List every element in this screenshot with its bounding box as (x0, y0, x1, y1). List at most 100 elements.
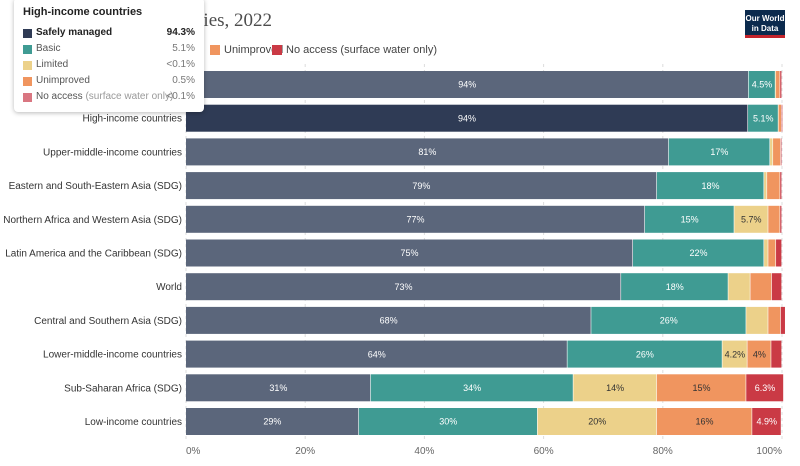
x-tick-label: 60% (534, 446, 554, 457)
bar-segment-limited (734, 205, 768, 233)
bar-segment-basic (567, 340, 722, 368)
bar-segment-no-access-surface-water-only (771, 340, 782, 368)
row-label-lower-middle-income-countries: Lower-middle-income countries (43, 350, 182, 361)
bar-segment-safely-managed (186, 408, 359, 435)
tooltip-swatch-limited (23, 61, 32, 70)
data-label: 14% (606, 383, 624, 393)
bar-segment-safely-managed (186, 205, 645, 233)
row-label-northern-africa-and-western-asia-sdg: Northern Africa and Western Asia (SDG) (3, 215, 182, 226)
data-label: 31% (269, 383, 287, 393)
bar-segment-basic (644, 205, 734, 233)
data-label: 29% (263, 417, 281, 427)
bar-segment-basic (656, 172, 764, 200)
data-label: 22% (690, 248, 708, 258)
bar-segment-no-access-surface-water-only (780, 71, 782, 98)
bar-segment-no-access-surface-water-only (780, 172, 782, 200)
data-label: 64% (368, 349, 386, 359)
data-label: 75% (400, 248, 418, 258)
data-label: 15% (693, 383, 711, 393)
data-label: 4.2% (725, 349, 746, 359)
bar-segment-basic (748, 71, 775, 98)
tooltip-swatch-no-access (23, 93, 32, 102)
bar-segment-limited (573, 374, 657, 402)
legend-item-no-access[interactable]: No access (surface water only) (272, 44, 437, 56)
tooltip-label-no-access-suffix: (surface water only) (85, 91, 174, 102)
tooltip-row-basic: Basic 5.1% (23, 43, 195, 57)
bar-segment-limited (770, 138, 773, 166)
data-label: 94% (458, 113, 476, 123)
bar-segment-safely-managed (186, 306, 591, 334)
bar-segment-no-access-surface-water-only (752, 408, 781, 435)
bar-segment-basic (748, 104, 778, 132)
row-label-central-and-southern-asia-sdg: Central and Southern Asia (SDG) (34, 316, 182, 327)
row-label-eastern-and-south-eastern-asia-sdg: Eastern and South-Eastern Asia (SDG) (9, 181, 182, 192)
data-label: 5.1% (753, 113, 774, 123)
bar-segment-basic (358, 408, 538, 435)
bar-segment-limited (746, 306, 768, 334)
bar-segment-no-access-surface-water-only (746, 374, 784, 402)
row-label-high-income-countries: High-income countries (83, 114, 183, 125)
bar-segment-safely-managed (186, 340, 567, 368)
bar-segment-no-access-surface-water-only (781, 104, 783, 132)
data-label: 26% (660, 316, 678, 326)
x-tick-label: 0% (186, 446, 201, 457)
tooltip-title: High-income countries (23, 6, 143, 18)
bar-segment-safely-managed (186, 138, 669, 166)
owid-logo[interactable]: Our World in Data (745, 10, 785, 38)
tooltip-row-unimproved: Unimproved 0.5% (23, 75, 195, 89)
tooltip-value-no-access: <0.1% (166, 91, 195, 102)
x-tick-label: 80% (653, 446, 673, 457)
data-label: 4.5% (752, 80, 773, 90)
bar-segment-basic (621, 273, 728, 301)
data-label: 30% (439, 417, 457, 427)
data-label: 6.3% (755, 383, 776, 393)
data-label: 15% (681, 215, 699, 225)
data-label: 79% (412, 181, 430, 191)
bar-segment-limited (775, 71, 777, 98)
legend-label-no-access: No access (surface water only) (286, 44, 437, 56)
legend-swatch-no-access (272, 45, 282, 55)
data-label: 18% (701, 181, 719, 191)
bar-segment-unimproved (767, 172, 780, 200)
data-label: 77% (406, 215, 424, 225)
bar-segment-limited (764, 239, 768, 267)
bar-segment-no-access-surface-water-only (780, 306, 785, 334)
bar-segment-safely-managed (186, 104, 748, 132)
data-label: 16% (696, 417, 714, 427)
data-label: 81% (418, 147, 436, 157)
row-label-sub-saharan-africa-sdg: Sub-Saharan Africa (SDG) (64, 383, 182, 394)
data-label: 73% (395, 282, 413, 292)
tooltip-value-basic: 5.1% (172, 43, 195, 54)
x-tick-label: 100% (756, 446, 782, 457)
bar-segment-safely-managed (186, 239, 633, 267)
tooltip-label-limited: Limited (36, 59, 69, 70)
tooltip-label-basic: Basic (36, 43, 61, 54)
row-label-upper-middle-income-countries: Upper-middle-income countries (43, 147, 182, 158)
bar-segment-no-access-surface-water-only (771, 273, 782, 301)
bar-segment-safely-managed (186, 374, 371, 402)
logo-line-1: Our World (745, 14, 785, 23)
bar-segment-limited (537, 408, 657, 435)
bar-segment-unimproved (750, 273, 772, 301)
data-label: 26% (636, 349, 654, 359)
bar-segment-no-access-surface-water-only (780, 138, 782, 166)
tooltip-row-no-access: No access (surface water only) <0.1% (23, 91, 195, 105)
bar-segment-basic (370, 374, 573, 402)
bar-segment-basic (633, 239, 764, 267)
tooltip-row-limited: Limited <0.1% (23, 59, 195, 73)
data-label: 68% (380, 316, 398, 326)
bar-segment-unimproved (768, 239, 776, 267)
bar-segment-safely-managed (186, 273, 621, 301)
bar-segment-safely-managed (186, 71, 749, 98)
tooltip-value-unimproved: 0.5% (172, 75, 195, 86)
bar-segment-basic (668, 138, 770, 166)
bar-segment-unimproved (776, 71, 780, 98)
tooltip-label-safely-managed: Safely managed (36, 27, 113, 38)
legend-item-unimproved[interactable]: Unimproved (210, 44, 283, 56)
bar-segment-unimproved (656, 374, 746, 402)
data-label: 94% (458, 80, 476, 90)
x-tick-label: 40% (414, 446, 434, 457)
tooltip-label-no-access-main: No access (36, 91, 83, 102)
row-label-low-income-countries: Low-income countries (85, 417, 182, 428)
